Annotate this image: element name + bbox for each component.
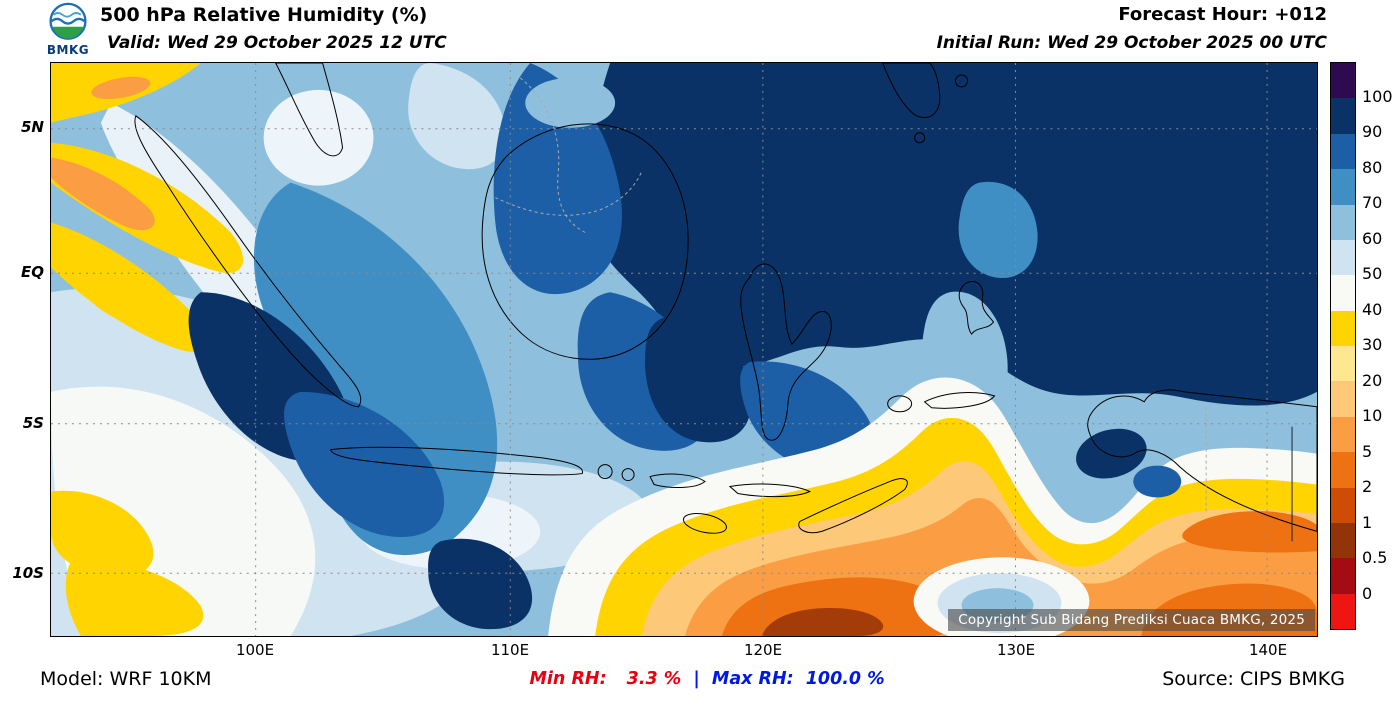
model-label: Model: WRF 10KM — [40, 668, 212, 690]
colorbar-segment — [1331, 98, 1355, 134]
graticule — [51, 63, 1317, 636]
source-label: Source: CIPS BMKG — [1162, 668, 1345, 690]
bmkg-logo-text: BMKG — [46, 43, 90, 57]
colorbar-label: 100 — [1362, 86, 1393, 106]
colorbar-label: 70 — [1362, 193, 1383, 212]
colorbar-segment — [1331, 558, 1355, 594]
colorbar-segment — [1331, 275, 1355, 311]
forecast-hour: Forecast Hour: +012 — [1118, 4, 1327, 25]
valid-time: Valid: Wed 29 October 2025 12 UTC — [107, 33, 447, 53]
lon-label: 110E — [490, 641, 530, 659]
colorbar-label: 0.5 — [1362, 548, 1388, 567]
bmkg-logo: BMKG — [40, 2, 96, 60]
colorbar-segment — [1331, 239, 1355, 276]
lat-label: 10S — [12, 564, 44, 582]
colorbar-label: 40 — [1362, 299, 1383, 319]
colorbar-labels: 100 90 80 70 60 50 40 30 20 10 5 2 1 0.5 0 — [1362, 62, 1400, 637]
lon-axis: 100E 110E 120E 130E 140E — [50, 641, 1318, 663]
lon-label: 100E — [235, 641, 275, 659]
colorbar-segment — [1331, 133, 1355, 170]
lat-axis: 5N EQ 5S 10S — [0, 62, 48, 637]
lon-label: 140E — [1248, 641, 1288, 659]
colorbar-label: 30 — [1362, 335, 1383, 354]
max-rh-value: 100.0 % — [805, 669, 885, 689]
min-rh-value: 3.3 % — [626, 669, 682, 689]
colorbar-label: 5 — [1362, 441, 1373, 461]
min-max-rh: Min RH: 3.3 % | Max RH: 100.0 % — [529, 669, 884, 689]
humidity-field-svg — [51, 63, 1317, 636]
max-rh-label: Max RH: — [711, 669, 794, 689]
map-canvas: Copyright Sub Bidang Prediksi Cuaca BMKG… — [50, 62, 1318, 637]
colorbar-label: 1 — [1362, 512, 1373, 532]
page-title: 500 hPa Relative Humidity (%) — [100, 4, 428, 26]
colorbar-label: 50 — [1362, 264, 1383, 283]
min-max-separator: | — [693, 669, 700, 689]
colorbar-segment — [1331, 169, 1355, 205]
colorbar-segment — [1331, 63, 1355, 99]
lon-label: 130E — [996, 641, 1036, 659]
bmkg-logo-icon — [49, 2, 87, 40]
colorbar-segment — [1331, 593, 1355, 629]
colorbar-label: 90 — [1362, 122, 1383, 141]
colorbar-segment — [1331, 487, 1355, 523]
copyright-overlay: Copyright Sub Bidang Prediksi Cuaca BMKG… — [948, 609, 1315, 631]
colorbar-segment — [1331, 452, 1355, 488]
colorbar-segment — [1331, 204, 1355, 240]
lat-label: 5S — [22, 414, 44, 432]
lat-label: EQ — [21, 263, 44, 281]
min-rh-label: Min RH: — [529, 669, 607, 689]
colorbar-label: 80 — [1362, 157, 1383, 177]
colorbar-segment — [1331, 416, 1355, 453]
colorbar-label: 20 — [1362, 370, 1383, 390]
lat-label: 5N — [21, 118, 44, 136]
colorbar-segment — [1331, 310, 1355, 346]
admin-borders — [495, 77, 1207, 514]
colorbar-segment — [1331, 381, 1355, 417]
colorbar-label: 60 — [1362, 228, 1383, 248]
coastlines — [134, 63, 1317, 534]
colorbar-label: 2 — [1362, 477, 1373, 496]
colorbar — [1330, 62, 1356, 630]
initial-run: Initial Run: Wed 29 October 2025 00 UTC — [936, 33, 1327, 53]
colorbar-label: 10 — [1362, 406, 1383, 425]
colorbar-segment — [1331, 522, 1355, 559]
lon-label: 120E — [743, 641, 783, 659]
colorbar-label: 0 — [1362, 583, 1373, 603]
colorbar-segment — [1331, 346, 1355, 382]
